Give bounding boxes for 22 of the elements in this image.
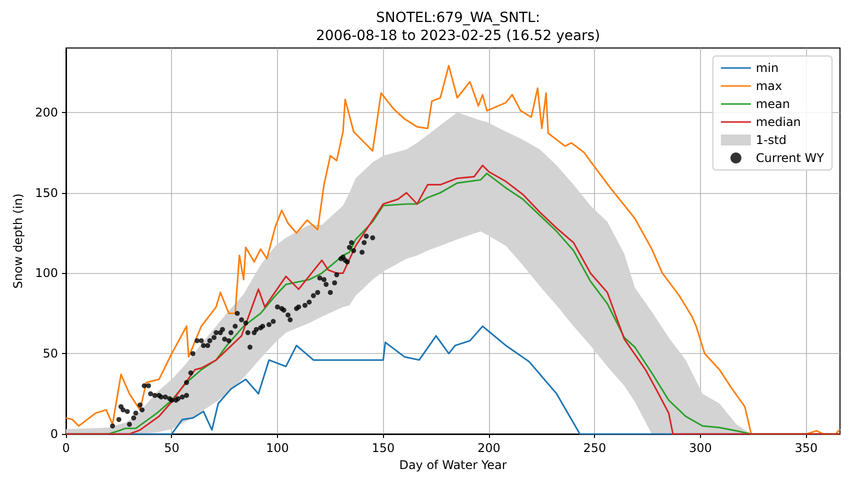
- x-tick-label: 200: [478, 441, 500, 455]
- legend-label: min: [756, 61, 779, 75]
- y-tick-label: 0: [50, 427, 58, 441]
- x-tick-label: 250: [583, 441, 606, 455]
- x-tick-label: 0: [62, 441, 70, 455]
- y-tick-label: 200: [35, 105, 58, 120]
- x-axis-title: Day of Water Year: [399, 458, 507, 472]
- legend-label: Current WY: [756, 151, 825, 165]
- legend-label: max: [756, 79, 782, 93]
- x-tick-label: 100: [266, 441, 289, 455]
- y-axis-title: Snow depth (in): [11, 193, 26, 289]
- x-tick-label: 300: [688, 441, 712, 455]
- chart-title: SNOTEL:679_WA_SNTL: 2006-08-18 to 2023-02-25 (16.52 years): [316, 10, 600, 44]
- y-tick-label: 50: [42, 346, 58, 361]
- legend-label: mean: [756, 97, 790, 111]
- x-tick-label: 150: [372, 441, 395, 455]
- y-tick-label: 150: [35, 186, 58, 200]
- x-tick-label: 50: [164, 441, 180, 455]
- y-tick-label: 100: [35, 266, 58, 280]
- legend-label: median: [756, 115, 801, 129]
- legend-label: 1-std: [756, 133, 786, 147]
- x-tick-label: 350: [794, 441, 818, 455]
